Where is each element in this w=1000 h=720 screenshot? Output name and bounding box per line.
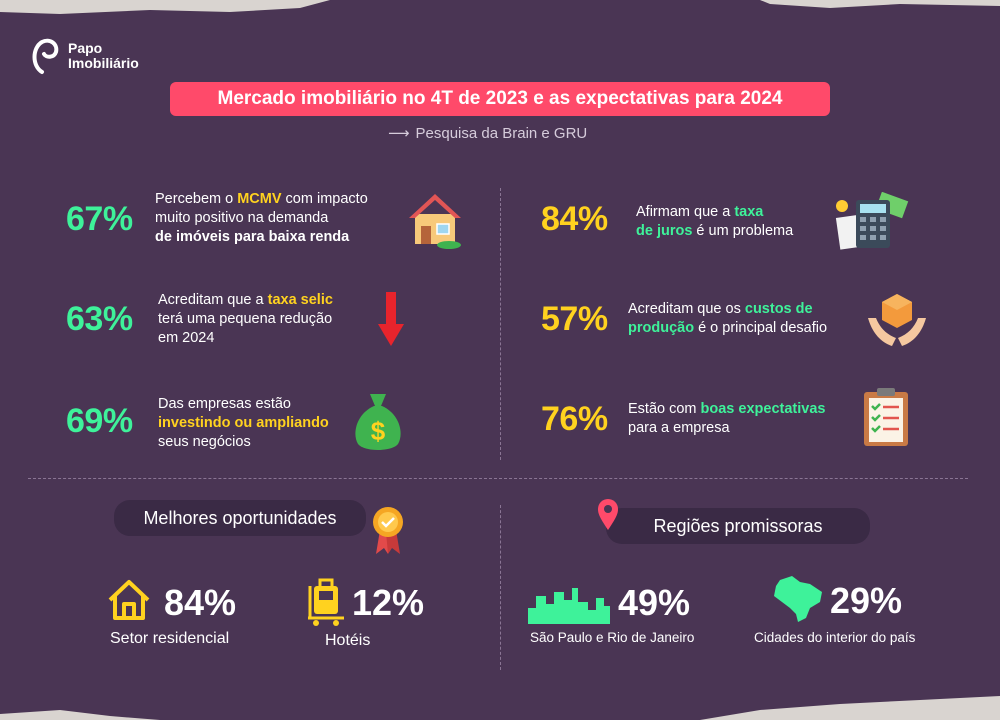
stat-costs-highlight-2: produção xyxy=(628,320,695,336)
hotels-value: 12% xyxy=(352,582,425,623)
stat-investing-t2: seus negócios xyxy=(158,434,251,450)
house-icon xyxy=(409,194,461,249)
residential-house-icon xyxy=(108,580,150,620)
clipboard-checklist-icon xyxy=(864,388,908,446)
stat-mcmv-text: Percebem o MCMV com impacto muito positi… xyxy=(155,190,368,247)
stat-investing-text: Das empresas estão investindo ou amplian… xyxy=(158,395,329,452)
opportunities-title: Melhores oportunidades xyxy=(114,500,366,536)
horizontal-divider xyxy=(28,478,968,479)
stat-selic-text: Acreditam que a taxa selic terá uma pequ… xyxy=(158,291,333,348)
stat-selic-value: 63% xyxy=(66,300,133,338)
location-pin-icon xyxy=(598,499,618,530)
paper-texture-top xyxy=(0,0,1000,14)
stat-mcmv-t2: com impacto xyxy=(281,191,368,207)
stat-selic-t2: terá uma pequena redução xyxy=(158,311,333,327)
paper-texture-bottom xyxy=(0,696,1000,720)
stat-selic-t3: em 2024 xyxy=(158,330,215,346)
stat-expectations-t1: Estão com xyxy=(628,401,701,417)
stat-costs-text: Acreditam que os custos de produção é o … xyxy=(628,300,827,338)
stat-expectations-t2: para a empresa xyxy=(628,420,730,436)
brand-logo: Papo Imobiliário xyxy=(28,36,139,76)
residential-label: Setor residencial xyxy=(110,630,230,647)
stat-costs-t1: Acreditam que os xyxy=(628,301,745,317)
hotels-label: Hotéis xyxy=(325,632,371,649)
stat-interest-value: 84% xyxy=(541,200,608,238)
stat-mcmv-t4: de imóveis para baixa renda xyxy=(155,229,350,245)
stat-costs-highlight-1: custos de xyxy=(744,301,813,317)
svg-text:$: $ xyxy=(371,416,386,446)
page-title: Mercado imobiliário no 4T de 2023 e as e… xyxy=(170,82,830,116)
stat-expectations-value: 76% xyxy=(541,400,608,438)
money-bag-icon: $ xyxy=(355,394,401,450)
vertical-divider-top xyxy=(500,188,501,460)
arrow-down-icon xyxy=(378,292,404,346)
medal-icon xyxy=(373,507,403,554)
brand-name-line2: Imobiliário xyxy=(68,55,139,71)
stat-selic-t1: Acreditam que a xyxy=(158,292,268,308)
stat-interest-t2: é um problema xyxy=(692,223,794,239)
stat-interest-t1: Afirmam que a xyxy=(636,204,735,220)
stat-mcmv-highlight: MCMV xyxy=(237,191,282,207)
regions-title: Regiões promissoras xyxy=(606,508,870,544)
vertical-divider-bottom xyxy=(500,505,501,670)
residential-value: 84% xyxy=(164,582,237,623)
stat-interest-highlight-1: taxa xyxy=(734,204,764,220)
interior-value: 29% xyxy=(830,580,903,621)
city-skyline-icon xyxy=(528,588,610,624)
brand-logo-icon xyxy=(32,38,59,74)
page-subtitle: ⟶ Pesquisa da Brain e GRU xyxy=(388,124,587,142)
brazil-map-icon xyxy=(774,576,822,622)
calculator-bills-icon xyxy=(835,192,909,250)
stat-interest-text: Afirmam que a taxa de juros é um problem… xyxy=(636,203,793,241)
stat-investing-highlight: investindo ou ampliando xyxy=(158,415,329,431)
sp-rj-label: São Paulo e Rio de Janeiro xyxy=(530,630,695,645)
stat-investing-t1: Das empresas estão xyxy=(158,396,291,412)
stat-expectations-text: Estão com boas expectativas para a empre… xyxy=(628,400,825,438)
sp-rj-value: 49% xyxy=(618,582,691,623)
hands-box-icon xyxy=(868,294,926,346)
subtitle-text: Pesquisa da Brain e GRU xyxy=(415,125,588,142)
stat-selic-highlight: taxa selic xyxy=(267,292,333,308)
stat-mcmv-value: 67% xyxy=(66,200,133,238)
interior-label: Cidades do interior do país xyxy=(754,630,916,645)
luggage-cart-icon xyxy=(308,578,344,626)
stat-mcmv-t1: Percebem o xyxy=(155,191,238,207)
stat-expectations-highlight: boas expectativas xyxy=(700,401,826,417)
stat-mcmv-t3: muito positivo na demanda xyxy=(155,210,329,226)
stat-interest-highlight-2: de juros xyxy=(636,223,693,239)
stat-costs-value: 57% xyxy=(541,300,608,338)
stat-investing-value: 69% xyxy=(66,402,133,440)
stat-costs-t2: é o principal desafio xyxy=(694,320,828,336)
arrow-right-icon: ⟶ xyxy=(388,125,410,142)
brand-name-line1: Papo xyxy=(68,40,103,56)
